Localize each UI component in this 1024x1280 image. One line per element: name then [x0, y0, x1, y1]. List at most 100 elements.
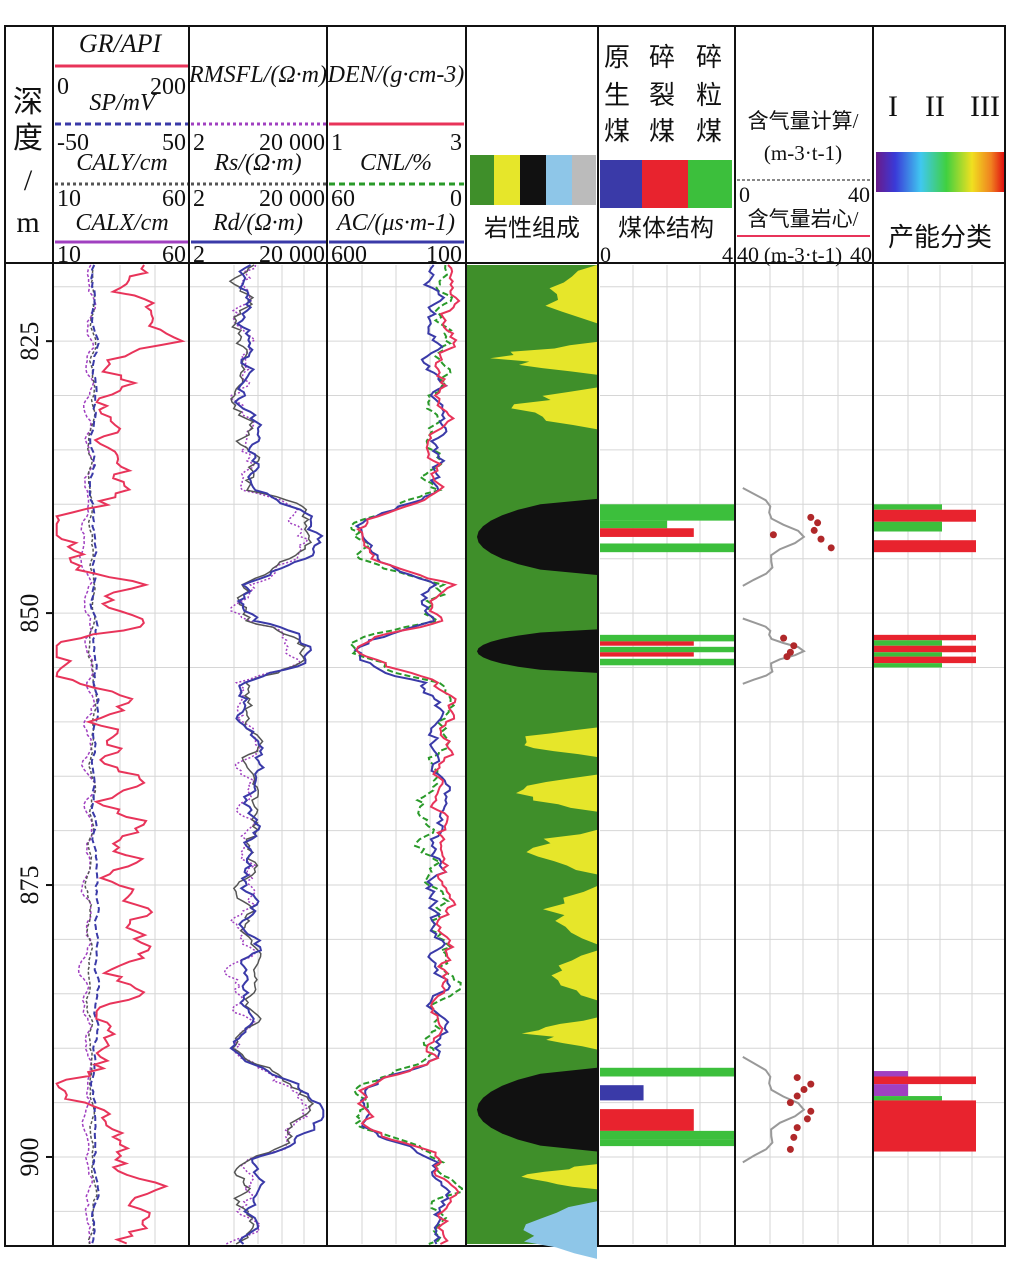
gas-core-min: 40 [737, 242, 759, 267]
productivity-bar [874, 1096, 942, 1101]
gr-max: 200 [150, 74, 186, 100]
coal-structure-label: 煤体结构 [618, 215, 714, 242]
gas-core-point [786, 1145, 794, 1153]
rmsfl-min: 2 [193, 130, 205, 156]
den-min: 1 [331, 130, 343, 156]
productivity-bar [874, 504, 942, 510]
productivity-bar [874, 509, 976, 522]
coal-structure-bar [600, 1139, 734, 1147]
sp-max: 50 [162, 130, 186, 156]
productivity-header: I II III 产能分类 [876, 90, 1004, 252]
coal-swatch-primary [600, 160, 642, 208]
gas-core-point [793, 1092, 801, 1100]
lithology-sandstone [543, 886, 597, 945]
gas-core-point [807, 513, 815, 521]
productivity-label: 产能分类 [888, 223, 992, 252]
cataclastic-coal-char-1: 碎 [649, 43, 675, 72]
ac-max: 100 [426, 242, 462, 268]
rd-curve [229, 264, 325, 1245]
lithology-limestone [523, 1201, 597, 1259]
gas-core-point [786, 1099, 794, 1107]
lithology-sandstone [511, 387, 597, 430]
cnl-max: 0 [450, 186, 462, 212]
depth-header-char-4: m [16, 206, 39, 239]
gr-min: 0 [57, 74, 69, 100]
primary-coal-char-2: 生 [604, 81, 630, 110]
cnl-curve [348, 264, 464, 1245]
den-label: DEN/(g·cm-3) [327, 62, 465, 88]
depth-header: 深 度 / m [13, 86, 43, 239]
depth-header-char-1: 深 [13, 86, 43, 119]
cnl-min: 60 [331, 186, 355, 212]
coal-swatch-cataclastic [642, 160, 688, 208]
coal-structure-bar [600, 1085, 644, 1101]
gas-calc-curve-1 [742, 487, 806, 587]
outer-border [4, 25, 1006, 1247]
lith-swatch-coal [520, 155, 546, 205]
ac-curve [353, 264, 452, 1245]
depth-tick-label: 900 [15, 1137, 44, 1176]
productivity-class-2: II [925, 90, 945, 123]
productivity-bar [874, 656, 976, 664]
productivity-bar [874, 540, 976, 553]
productivity-class-1: I [888, 90, 898, 123]
sp-min: -50 [57, 130, 89, 156]
coal-scale-max: 4 [722, 242, 733, 267]
coal-structure-bar [600, 504, 734, 521]
productivity-color-scale [876, 152, 1004, 192]
gas-core-point [817, 535, 825, 543]
gr-label: GR/API [79, 29, 163, 58]
rmsfl-max: 20 000 [259, 130, 325, 156]
den-curve [355, 264, 461, 1245]
productivity-bar [874, 640, 942, 646]
ac-label: AC/(μs·m-1) [335, 210, 455, 236]
coal-swatch-granulated [688, 160, 732, 208]
gas-core-point [814, 519, 822, 527]
lithology-sandstone [545, 265, 597, 324]
coal-structure-bar [600, 646, 734, 653]
coal-structure-bar [600, 641, 694, 646]
rs-curve [228, 264, 315, 1245]
gas-core-point [800, 1086, 808, 1094]
lith-swatch-mudstone [470, 155, 494, 205]
coal-structure-header: 原 生 煤 碎 裂 煤 碎 粒 煤 煤体结构 0 4 [600, 43, 733, 267]
depth-header-char-2: 度 [13, 122, 43, 155]
gas-core-point [807, 1107, 815, 1115]
caly-min: 10 [57, 186, 81, 212]
primary-coal-char-1: 原 [604, 43, 630, 72]
gas-calc-unit: (m-3·t-1) [764, 141, 842, 165]
coal-structure-bar [600, 1067, 734, 1077]
lithology-sandstone [516, 774, 597, 812]
productivity-bar [874, 1084, 908, 1097]
caly-max: 60 [162, 186, 186, 212]
lithology-header: 岩性组成 [470, 155, 596, 242]
gas-calc-max: 40 [848, 182, 870, 207]
granulated-coal-char-2: 粒 [696, 81, 722, 110]
productivity-bar [874, 652, 942, 657]
rd-min: 2 [193, 242, 205, 268]
rs-label: Rs/(Ω·m) [213, 150, 301, 176]
cnl-label: CNL/% [360, 150, 432, 176]
coal-structure-bar [600, 528, 694, 537]
gas-core-label: 含气量岩心/ [748, 207, 859, 231]
gas-calc-min: 0 [739, 182, 750, 207]
track1-header: GR/API 0 200 SP/mV -50 50 CALY/cm 10 60 … [55, 29, 188, 268]
calx-min: 10 [57, 242, 81, 268]
productivity-bar [874, 634, 976, 641]
gas-core-point [769, 531, 777, 539]
rmsfl-label: RMSFL/(Ω·m) [188, 62, 327, 88]
coal-structure-bar [600, 658, 734, 666]
gas-core-point [790, 642, 798, 650]
rs-max: 20 000 [259, 186, 325, 212]
track3-header: DEN/(g·cm-3) 1 3 CNL/% 60 0 AC/(μs·m-1) … [327, 62, 465, 268]
gas-core-point [807, 1080, 815, 1088]
gas-core-point [793, 1124, 801, 1132]
gas-calc-label: 含气量计算/ [748, 109, 859, 133]
coal-scale-min: 0 [600, 242, 611, 267]
gas-core-point [810, 526, 818, 534]
gas-core-point [827, 544, 835, 552]
lithology-coal-seam-1 [477, 498, 597, 575]
lithology-sandstone [551, 950, 597, 1001]
gas-core-point [793, 1074, 801, 1082]
granulated-coal-char-3: 煤 [696, 117, 722, 146]
